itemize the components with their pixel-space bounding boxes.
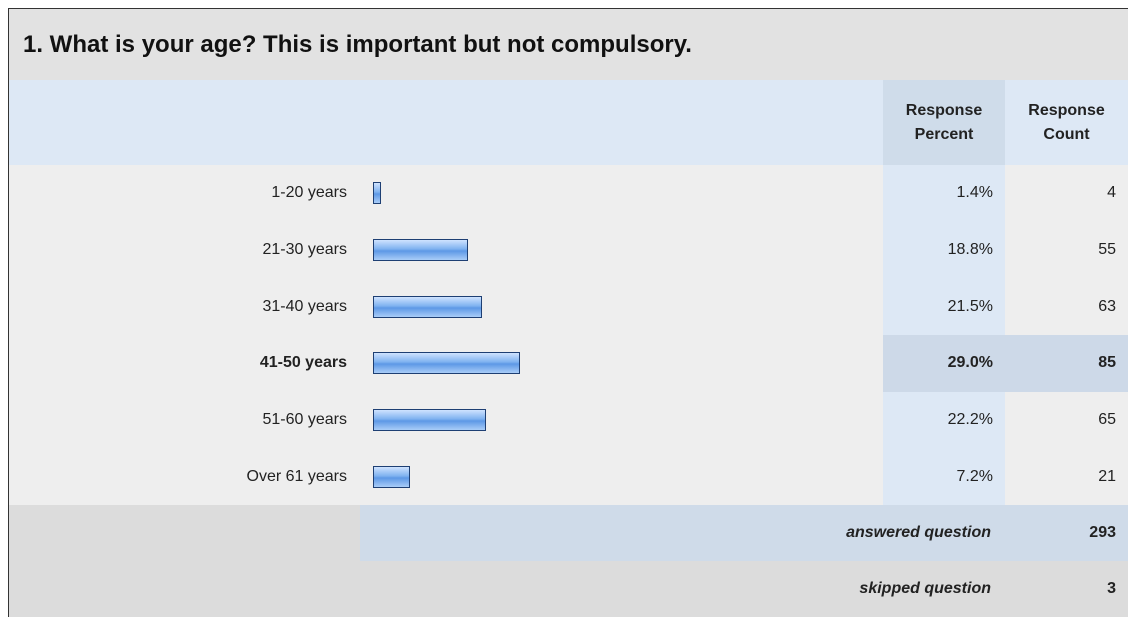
bar xyxy=(373,409,486,431)
percent-cell: 21.5% xyxy=(883,278,1005,335)
count-cell: 85 xyxy=(1005,335,1128,392)
row-label: 1-20 years xyxy=(271,184,347,202)
answered-blank xyxy=(9,505,360,561)
count-cell: 4 xyxy=(1005,165,1128,222)
percent-cell: 22.2% xyxy=(883,391,1005,449)
row-label: 21-30 years xyxy=(262,240,348,258)
count-cell: 63 xyxy=(1005,278,1128,335)
percent-cell: 29.0% xyxy=(883,335,1005,392)
header-blank xyxy=(9,80,883,165)
row-label: 51-60 years xyxy=(262,411,348,428)
bar xyxy=(373,352,521,375)
count-cell: 21 xyxy=(1005,448,1128,505)
bar xyxy=(373,465,410,488)
row-label: Over 61 years xyxy=(246,467,347,485)
percent-cell: 7.2% xyxy=(883,448,1005,505)
row-label: 41-50 years xyxy=(259,354,347,372)
row-bg xyxy=(9,165,883,222)
bar xyxy=(373,182,381,205)
skipped-label: skipped question xyxy=(9,561,1005,617)
row-label: 31-40 years xyxy=(262,297,348,315)
skipped-count: 3 xyxy=(1005,561,1128,617)
row-bg xyxy=(9,448,883,505)
bar xyxy=(373,239,469,261)
answered-count: 293 xyxy=(1005,505,1128,561)
answered-label: answered question xyxy=(360,505,1005,561)
question-title: 1. What is your age? This is important b… xyxy=(9,9,1128,80)
count-cell: 65 xyxy=(1005,391,1128,449)
bar xyxy=(373,295,482,318)
count-cell: 55 xyxy=(1005,221,1128,279)
percent-cell: 18.8% xyxy=(883,221,1005,279)
frame xyxy=(8,8,1128,617)
header-percent: Response Percent xyxy=(883,80,1005,165)
header-count: Response Count xyxy=(1005,80,1128,165)
percent-cell: 1.4% xyxy=(883,165,1005,222)
